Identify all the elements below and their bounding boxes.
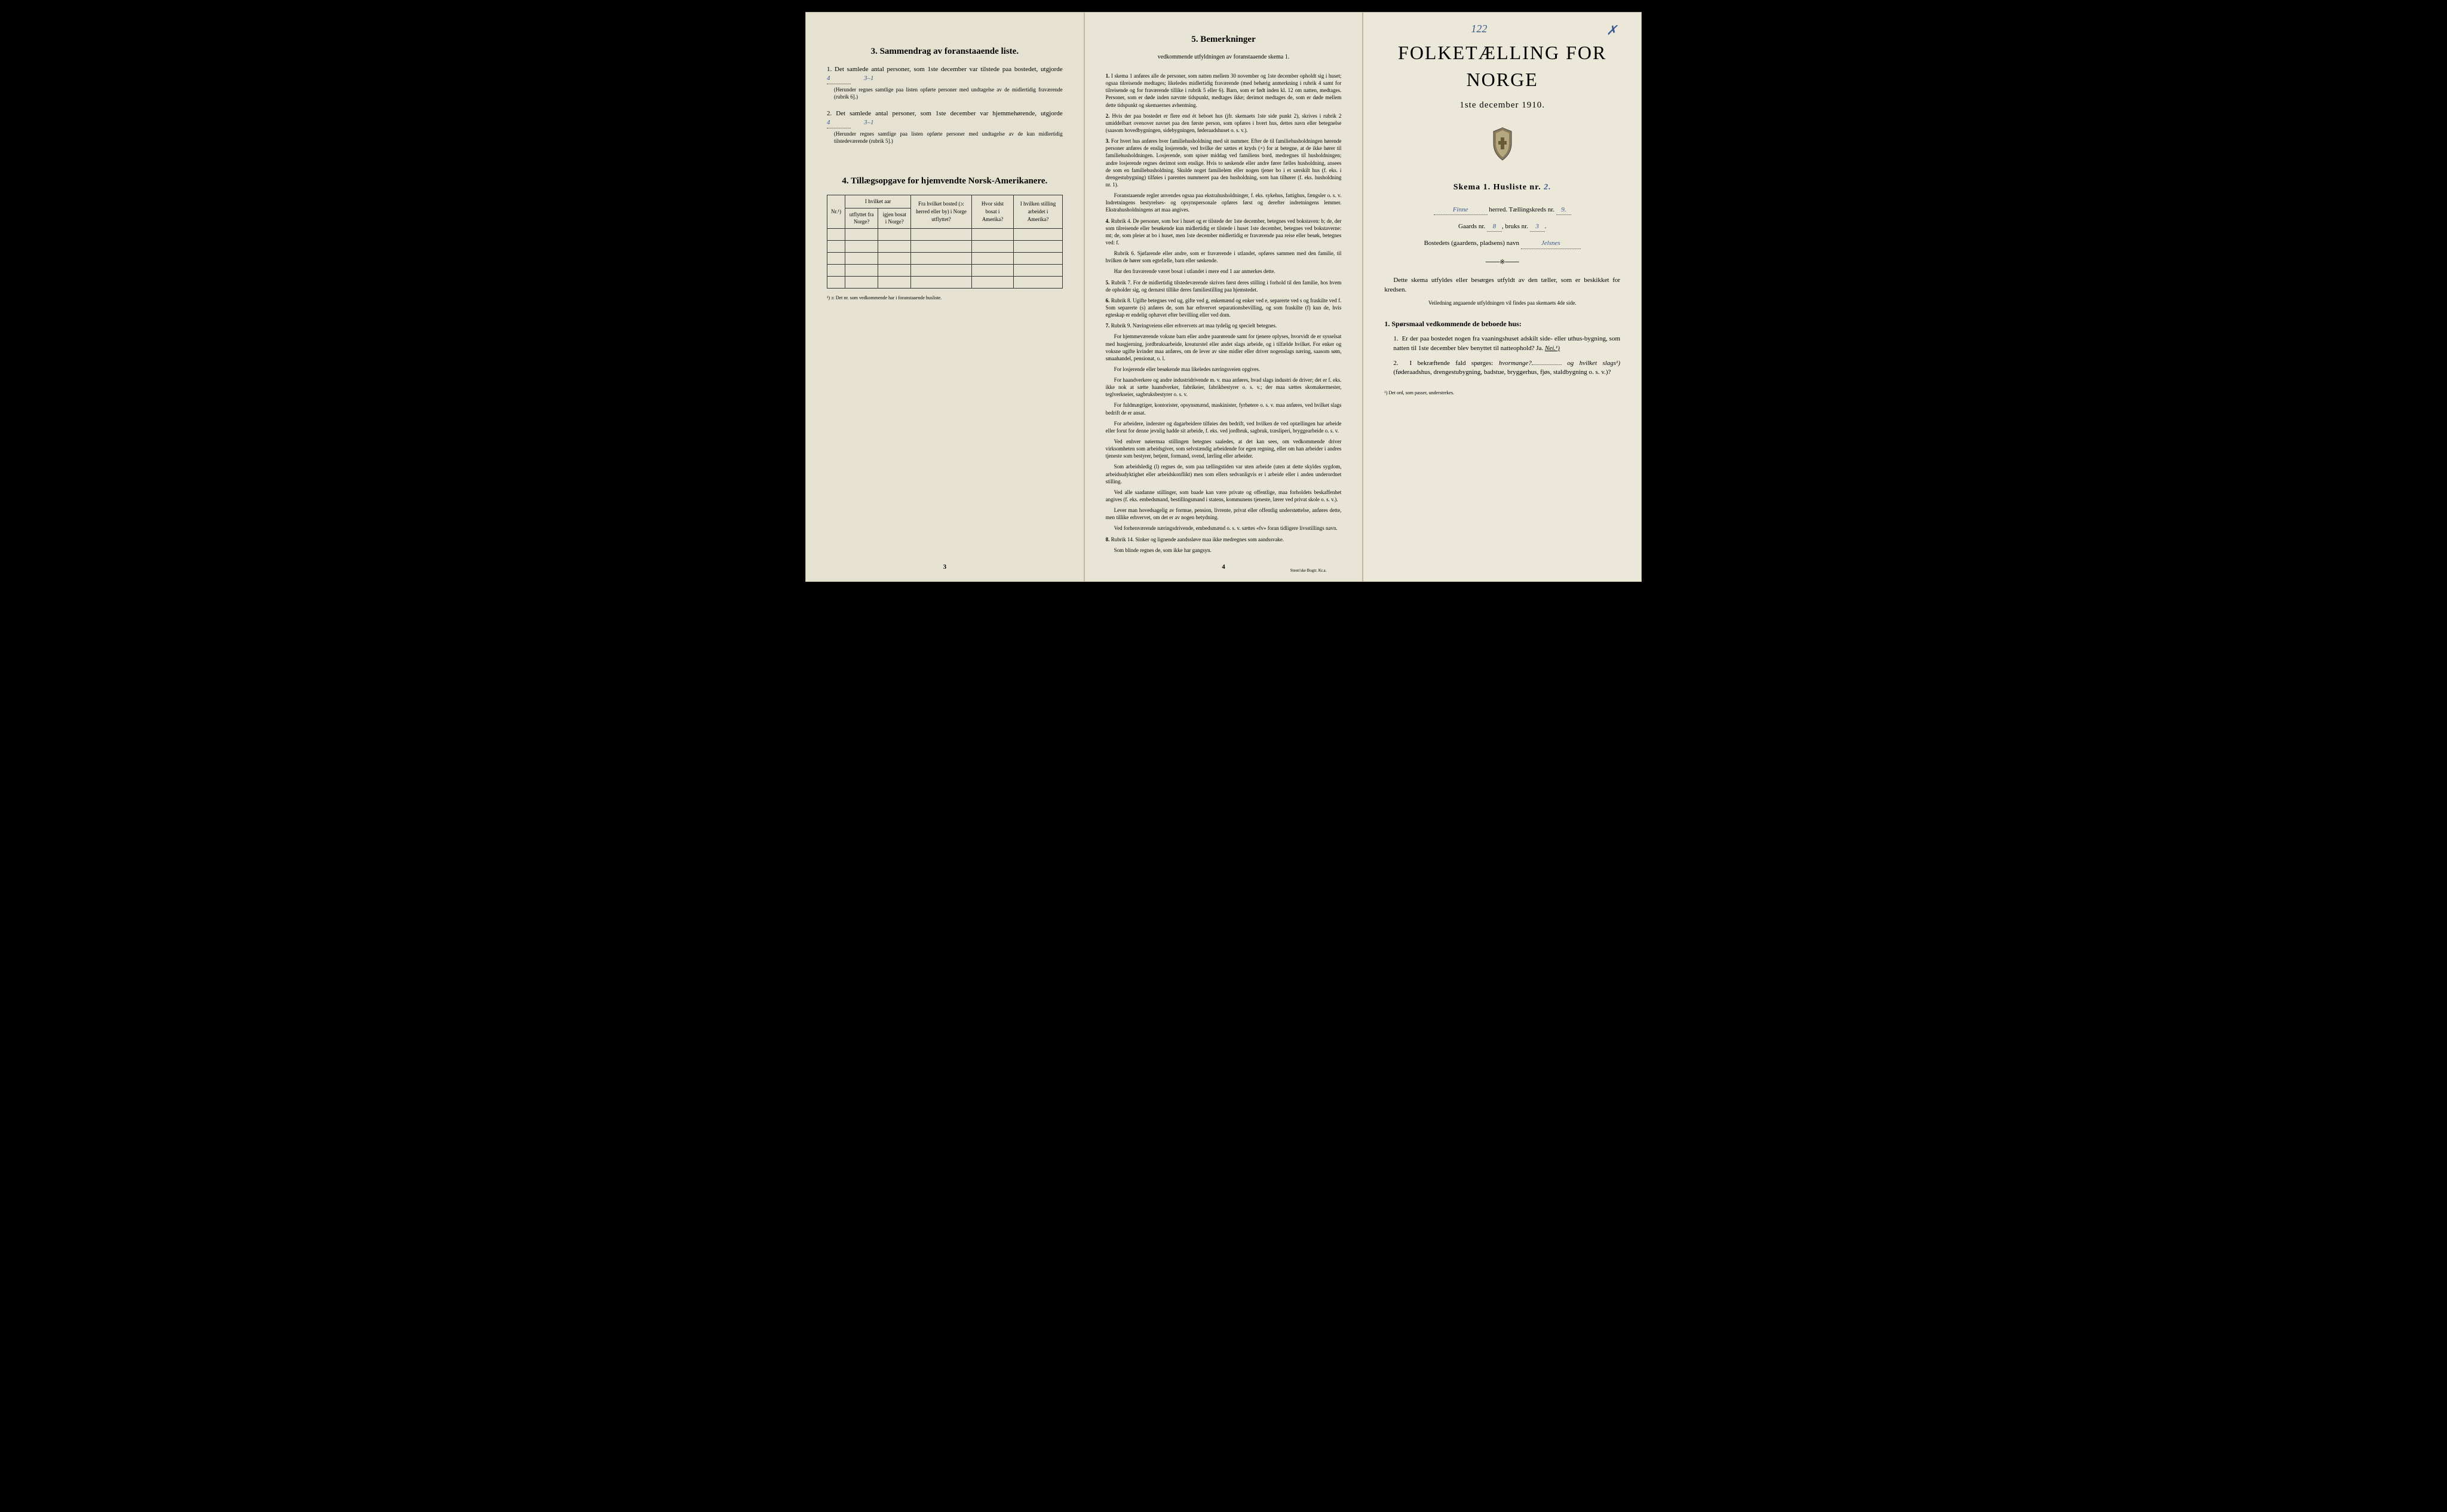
skema-val: 2. bbox=[1544, 183, 1551, 192]
section4-title: 4. Tillægsopgave for hjemvendte Norsk-Am… bbox=[827, 175, 1063, 188]
q2a: I bekræftende fald spørges: bbox=[1409, 360, 1493, 367]
remarks-list: 1. I skema 1 anføres alle de personer, s… bbox=[1106, 72, 1342, 554]
item1-note: (Herunder regnes samtlige paa listen opf… bbox=[834, 86, 1063, 101]
bruks-nr: 3 bbox=[1530, 222, 1545, 232]
question-2: 2. I bekræftende fald spørges: hvormange… bbox=[1393, 359, 1620, 378]
item1-text: Det samlede antal personer, som 1ste dec… bbox=[835, 66, 1063, 73]
bosted-line: Bostedets (gaardens, pladsens) navn Jels… bbox=[1384, 239, 1620, 249]
section5-title: 5. Bemerkninger bbox=[1106, 33, 1342, 46]
remark-item: For losjerende eller besøkende maa likel… bbox=[1106, 366, 1342, 373]
remark-item: Rubrik 6. Sjøfarende eller andre, som er… bbox=[1106, 250, 1342, 264]
remark-item: 6. Rubrik 8. Ugifte betegnes ved ug, gif… bbox=[1106, 297, 1342, 318]
remark-item: Som blinde regnes de, som ikke har gangs… bbox=[1106, 547, 1342, 554]
question-1: 1. Er der paa bostedet nogen fra vaaning… bbox=[1393, 335, 1620, 353]
page-number-4: 4 bbox=[1222, 563, 1225, 572]
item1: 1. Det samlede antal personer, som 1ste … bbox=[827, 65, 1063, 101]
remark-item: For arbeidere, inderster og dagarbeidere… bbox=[1106, 420, 1342, 434]
page-right: 122 ✗ FOLKETÆLLING FOR NORGE 1ste decemb… bbox=[1363, 12, 1642, 582]
question-header: 1. Spørsmaal vedkommende de beboede hus: bbox=[1384, 319, 1620, 329]
herred-line: Finne herred. Tællingskreds nr. 9. bbox=[1384, 206, 1620, 215]
th-where: Hvor sidst bosat i Amerika? bbox=[971, 195, 1013, 228]
th-returned: igjen bosat i Norge? bbox=[878, 208, 911, 228]
ornament-icon: ───※─── bbox=[1384, 258, 1620, 267]
page-left: 3. Sammendrag av foranstaaende liste. 1.… bbox=[805, 12, 1084, 582]
remark-item: Ved alle saadanne stillinger, som baade … bbox=[1106, 489, 1342, 503]
item1-val: 4 bbox=[827, 74, 851, 84]
item1-gender: 3–1 bbox=[864, 75, 874, 82]
remark-item: For hjemmeværende voksne barn eller andr… bbox=[1106, 333, 1342, 362]
q2d: (føderaadshus, drengestubygning, badstue… bbox=[1393, 369, 1611, 376]
page-center: 5. Bemerkninger vedkommende utfyldningen… bbox=[1084, 12, 1363, 582]
section5-sub: vedkommende utfyldningen av foranstaaend… bbox=[1106, 53, 1342, 62]
item2: 2. Det samlede antal personer, som 1ste … bbox=[827, 109, 1063, 145]
bosted-label: Bostedets (gaardens, pladsens) navn bbox=[1424, 240, 1519, 247]
table-row bbox=[827, 240, 1063, 252]
handwritten-x: ✗ bbox=[1606, 22, 1617, 40]
remark-item: For fuldmægtiger, kontorister, opsynsmæn… bbox=[1106, 401, 1342, 416]
table-row bbox=[827, 252, 1063, 264]
document-container: 3. Sammendrag av foranstaaende liste. 1.… bbox=[805, 12, 1642, 582]
table-row bbox=[827, 264, 1063, 276]
herred-label: herred. Tællingskreds nr. bbox=[1489, 206, 1554, 213]
item2-note: (Herunder regnes samtlige paa listen opf… bbox=[834, 130, 1063, 145]
bosted-val: Jelsnes bbox=[1521, 239, 1581, 249]
item2-gender: 3–1 bbox=[864, 119, 874, 126]
item2-text: Det samlede antal personer, som 1ste dec… bbox=[836, 110, 1062, 117]
q1-nei: Nei.¹) bbox=[1545, 345, 1560, 352]
skema-label: Skema 1. Husliste nr. bbox=[1454, 183, 1541, 192]
table-footnote: ¹) ɔ: Det nr. som vedkommende har i fora… bbox=[827, 295, 1063, 301]
remark-item: 4. Rubrik 4. De personer, som bor i huse… bbox=[1106, 217, 1342, 247]
th-from: Fra hvilket bosted (ɔ: herred eller by) … bbox=[911, 195, 972, 228]
bottom-footnote: ¹) Det ord, som passer, understrekes. bbox=[1384, 389, 1620, 396]
gaards-nr: 8 bbox=[1487, 222, 1502, 232]
remark-item: For haandverkere og andre industridriven… bbox=[1106, 376, 1342, 398]
remark-item: Foranstaaende regler anvendes ogsaa paa … bbox=[1106, 192, 1342, 213]
remark-item: Ved enhver nøiermaa stillingen betegnes … bbox=[1106, 438, 1342, 459]
intro-para: Dette skema utfyldes eller besørges utfy… bbox=[1384, 276, 1620, 295]
remark-item: Som arbeidsledig (l) regnes de, som paa … bbox=[1106, 463, 1342, 484]
q1-text: Er der paa bostedet nogen fra vaaningshu… bbox=[1393, 335, 1620, 351]
main-title: FOLKETÆLLING FOR NORGE bbox=[1384, 39, 1620, 93]
printers-mark: Steen'ske Bogtr. Kr.a. bbox=[1290, 568, 1327, 574]
kreds-nr: 9. bbox=[1556, 206, 1571, 215]
remark-item: 8. Rubrik 14. Sinker og lignende aandssl… bbox=[1106, 536, 1342, 543]
intro-sub: Veiledning angaaende utfyldningen vil fi… bbox=[1384, 299, 1620, 307]
remark-item: 1. I skema 1 anføres alle de personer, s… bbox=[1106, 72, 1342, 109]
remark-item: Lever man hovedsagelig av formue, pensio… bbox=[1106, 507, 1342, 521]
herred-name: Finne bbox=[1434, 206, 1488, 215]
table-row bbox=[827, 276, 1063, 288]
question-section: 1. Spørsmaal vedkommende de beboede hus:… bbox=[1384, 319, 1620, 378]
gaards-label: Gaards nr. bbox=[1458, 223, 1485, 230]
remark-item: Har den fraværende været bosat i utlande… bbox=[1106, 268, 1342, 275]
table-row bbox=[827, 228, 1063, 240]
th-year: I hvilket aar bbox=[845, 195, 910, 208]
remark-item: 2. Hvis der paa bostedet er flere end ét… bbox=[1106, 112, 1342, 134]
remark-item: Ved forhenværende næringsdrivende, embed… bbox=[1106, 525, 1342, 532]
remark-item: 7. Rubrik 9. Næringveiens eller erhverve… bbox=[1106, 322, 1342, 329]
remark-item: 5. Rubrik 7. For de midlertidig tilstede… bbox=[1106, 279, 1342, 293]
remark-item: 3. For hvert hus anføres hver familiehus… bbox=[1106, 137, 1342, 188]
handwritten-122: 122 bbox=[1471, 22, 1487, 36]
page-number-3: 3 bbox=[943, 563, 947, 572]
bruks-label: bruks nr. bbox=[1505, 223, 1528, 230]
q2c: og hvilket slags¹) bbox=[1567, 360, 1620, 367]
th-position: I hvilken stilling arbeidet i Amerika? bbox=[1014, 195, 1062, 228]
item2-val: 4 bbox=[827, 118, 851, 128]
coat-of-arms-icon bbox=[1384, 127, 1620, 167]
skema-line: Skema 1. Husliste nr. 2. bbox=[1384, 182, 1620, 194]
addendum-table: Nr.¹) I hvilket aar Fra hvilket bosted (… bbox=[827, 195, 1063, 289]
subtitle: 1ste december 1910. bbox=[1384, 99, 1620, 112]
q2b: hvormange? bbox=[1499, 360, 1532, 367]
th-nr: Nr.¹) bbox=[827, 195, 845, 228]
section3-title: 3. Sammendrag av foranstaaende liste. bbox=[827, 45, 1063, 58]
gaards-line: Gaards nr. 8, bruks nr. 3. bbox=[1384, 222, 1620, 232]
th-emigrated: utflyttet fra Norge? bbox=[845, 208, 878, 228]
